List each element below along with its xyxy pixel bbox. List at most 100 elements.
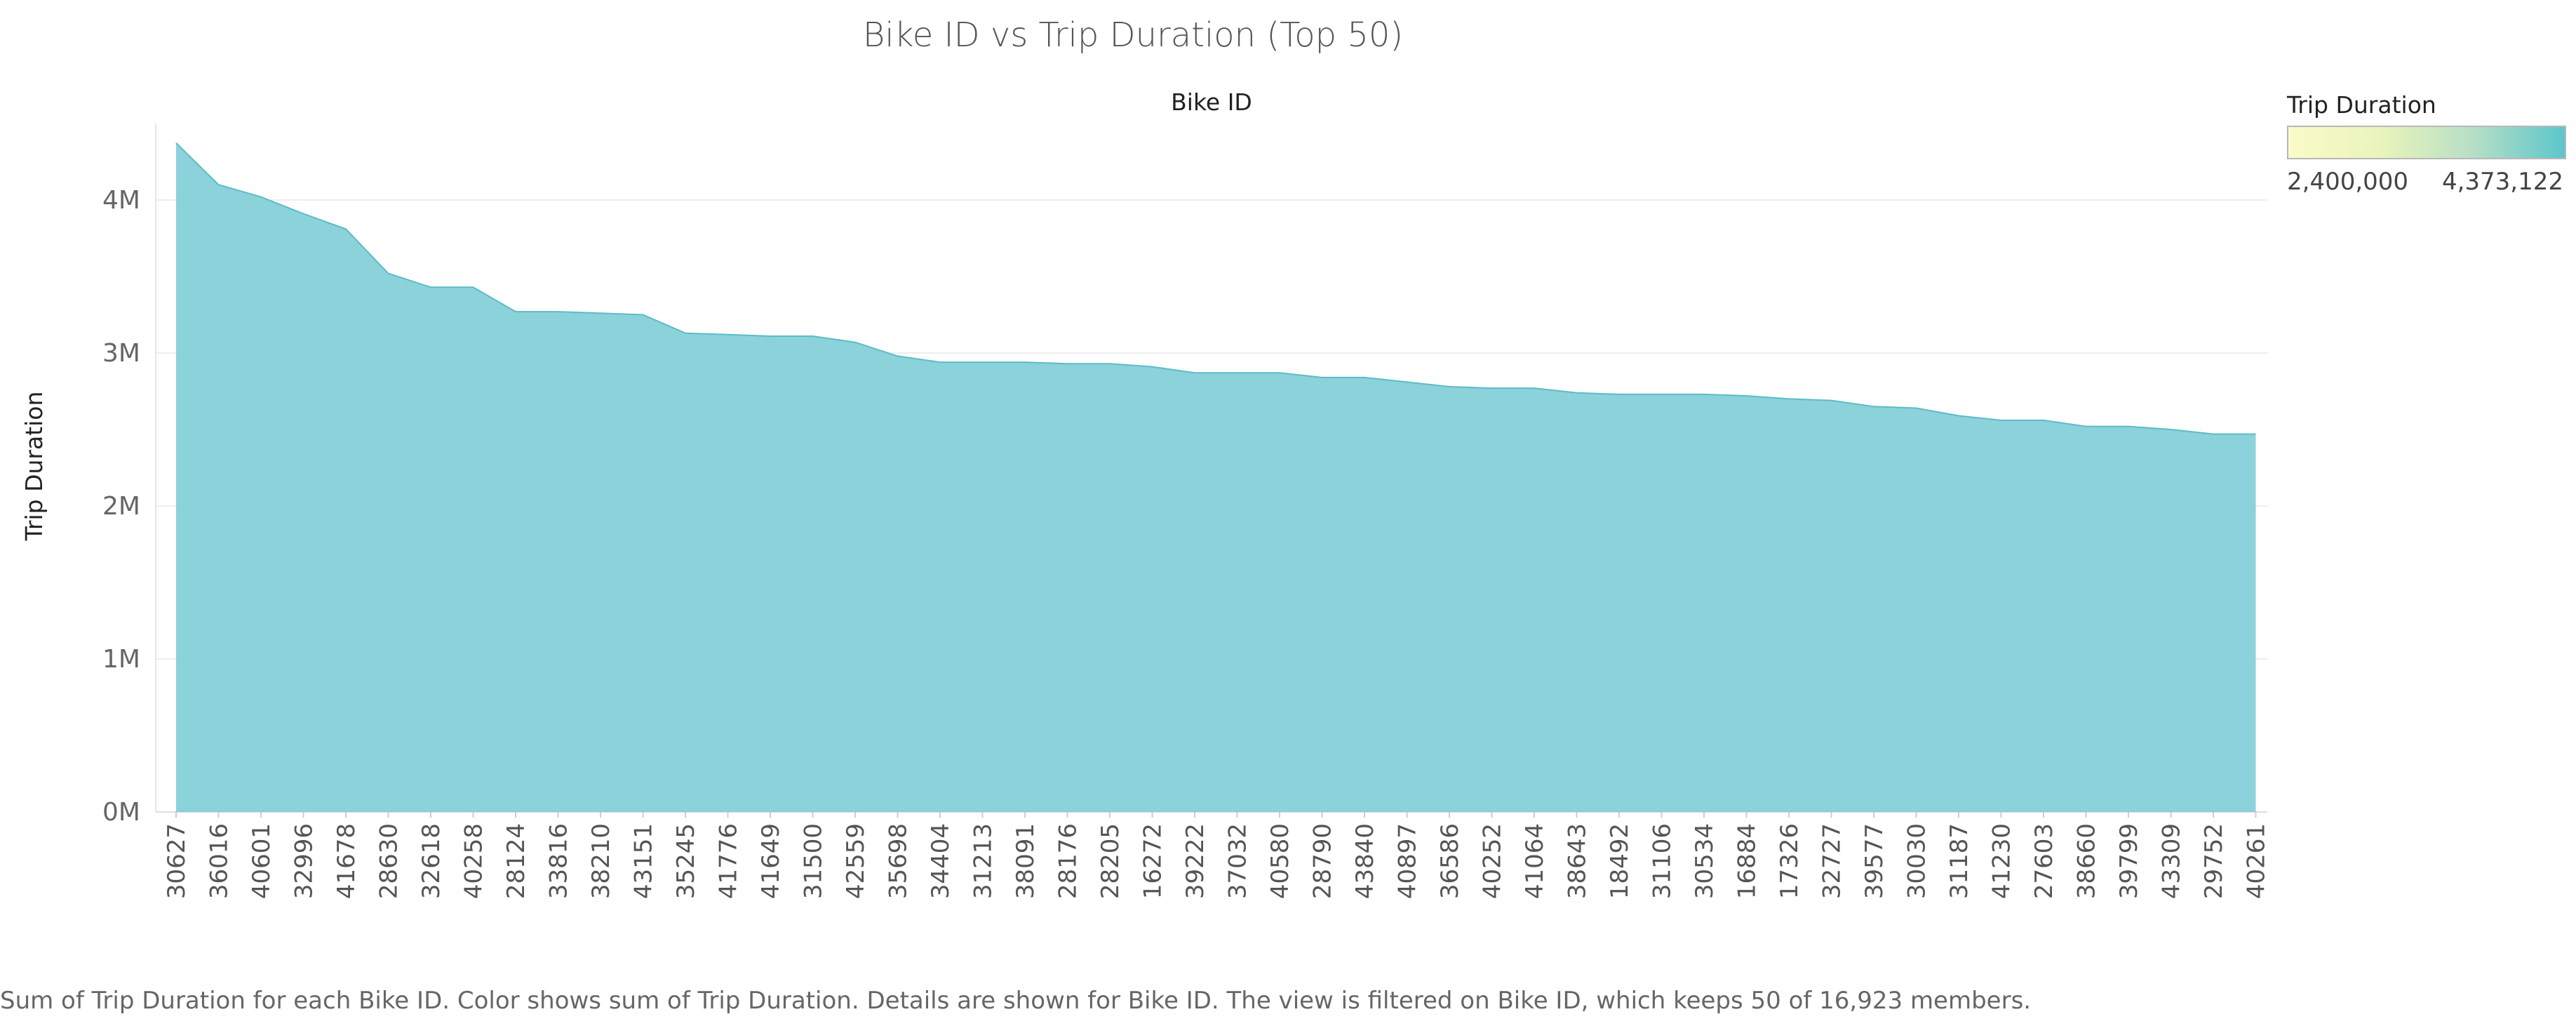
data-point[interactable] xyxy=(1405,380,1409,384)
data-point[interactable] xyxy=(1957,413,1961,418)
data-point[interactable] xyxy=(1745,394,1749,398)
data-point[interactable] xyxy=(1320,375,1324,380)
data-point[interactable] xyxy=(471,285,476,289)
y-tick-label: 0M xyxy=(102,798,140,827)
x-tick-label: 41776 xyxy=(715,823,743,899)
data-point[interactable] xyxy=(896,354,900,358)
data-point[interactable] xyxy=(1660,392,1664,397)
data-point[interactable] xyxy=(2041,418,2046,422)
data-point[interactable] xyxy=(1193,371,1197,375)
legend-gradient-bar[interactable] xyxy=(2287,126,2566,159)
data-point[interactable] xyxy=(1532,386,1536,390)
x-tick-label: 17326 xyxy=(1776,823,1804,899)
data-point[interactable] xyxy=(174,141,178,145)
x-tick-label: 36586 xyxy=(1436,823,1464,899)
y-tick-label: 3M xyxy=(102,339,140,368)
data-point[interactable] xyxy=(1023,360,1027,364)
x-tick-label: 41678 xyxy=(333,823,361,899)
top-axis-title: Bike ID xyxy=(1171,88,1252,116)
x-tick-label: 40897 xyxy=(1394,823,1422,899)
x-tick-labels: 30627 36016 40601 32996 41678 28630 32618 40258… xyxy=(163,812,2271,899)
x-tick-label: 39577 xyxy=(1860,823,1889,899)
data-point[interactable] xyxy=(514,309,518,314)
x-tick-label: 38091 xyxy=(1012,823,1040,899)
x-tick-label: 41649 xyxy=(757,823,785,899)
x-tick-label: 16884 xyxy=(1733,823,1762,899)
data-point[interactable] xyxy=(1447,385,1451,389)
x-tick-label: 33816 xyxy=(545,823,573,899)
data-point[interactable] xyxy=(429,285,433,289)
x-tick-label: 29752 xyxy=(2200,823,2228,899)
legend-title: Trip Duration xyxy=(2287,91,2436,119)
data-point[interactable] xyxy=(2211,432,2215,437)
x-tick-label: 40580 xyxy=(1266,823,1294,899)
x-tick-label: 37032 xyxy=(1224,823,1252,899)
data-point[interactable] xyxy=(1066,361,1070,366)
data-point[interactable] xyxy=(1151,365,1155,369)
x-tick-label: 40601 xyxy=(248,823,276,899)
data-point[interactable] xyxy=(387,272,391,276)
x-tick-label: 34404 xyxy=(927,823,955,899)
x-tick-label: 30627 xyxy=(163,823,191,899)
data-point[interactable] xyxy=(1999,418,2004,422)
x-tick-label: 16272 xyxy=(1139,823,1167,899)
x-tick-label: 32618 xyxy=(417,823,445,899)
data-point[interactable] xyxy=(1830,399,1834,403)
data-point[interactable] xyxy=(556,309,561,314)
area-chart: 0M 1M 2M 3M 4M 30627 36016 40601 32996 41678 2863… xyxy=(20,88,2271,899)
data-point[interactable] xyxy=(1617,392,1621,397)
data-point[interactable] xyxy=(1872,404,1876,408)
data-point[interactable] xyxy=(2169,427,2173,432)
data-point[interactable] xyxy=(1235,371,1240,375)
data-point[interactable] xyxy=(598,311,603,315)
x-tick-label: 18492 xyxy=(1606,823,1634,899)
data-point[interactable] xyxy=(768,334,772,338)
data-point[interactable] xyxy=(217,182,221,187)
data-point[interactable] xyxy=(259,195,263,199)
x-tick-label: 35245 xyxy=(672,823,700,899)
data-point[interactable] xyxy=(302,212,306,216)
data-point[interactable] xyxy=(1575,391,1579,395)
chart-title: Bike ID vs Trip Duration (Top 50) xyxy=(862,15,1404,55)
x-tick-label: 36016 xyxy=(206,823,234,899)
y-axis-title: Trip Duration xyxy=(20,392,48,542)
legend-labels: 2,400,000 4,373,122 xyxy=(2287,168,2563,196)
y-tick-label: 1M xyxy=(102,645,140,674)
x-tick-label: 27603 xyxy=(2030,823,2058,899)
data-point[interactable] xyxy=(344,227,348,231)
trip-duration-area[interactable] xyxy=(176,142,2256,812)
chart-caption: Sum of Trip Duration for each Bike ID. C… xyxy=(0,987,2032,1015)
x-tick-label: 30030 xyxy=(1903,823,1931,899)
data-point[interactable] xyxy=(2254,432,2258,437)
data-point[interactable] xyxy=(1914,406,1919,411)
data-point[interactable] xyxy=(1277,371,1282,375)
x-tick-label: 30534 xyxy=(1691,823,1719,899)
data-point[interactable] xyxy=(981,360,985,364)
y-tick-label: 4M xyxy=(102,186,140,215)
data-point[interactable] xyxy=(811,334,815,338)
data-point[interactable] xyxy=(2126,425,2131,429)
data-point[interactable] xyxy=(726,333,730,337)
color-legend: Trip Duration 2,400,000 4,373,122 xyxy=(2287,91,2568,196)
x-tick-label: 31106 xyxy=(1649,823,1677,899)
data-point[interactable] xyxy=(1702,392,1706,397)
data-point[interactable] xyxy=(683,331,687,335)
data-point[interactable] xyxy=(2084,425,2088,429)
x-tick-label: 28205 xyxy=(1096,823,1125,899)
x-tick-label: 31500 xyxy=(800,823,828,899)
data-point[interactable] xyxy=(1108,361,1112,366)
x-tick-label: 28630 xyxy=(375,823,403,899)
x-tick-label: 35698 xyxy=(885,823,913,899)
legend-max-label: 4,373,122 xyxy=(2441,168,2563,196)
data-point[interactable] xyxy=(938,360,942,364)
x-tick-label: 28790 xyxy=(1309,823,1337,899)
data-point[interactable] xyxy=(1362,375,1367,380)
x-tick-label: 40258 xyxy=(460,823,488,899)
x-tick-label: 39222 xyxy=(1181,823,1209,899)
x-tick-label: 38643 xyxy=(1564,823,1592,899)
data-point[interactable] xyxy=(1490,386,1494,390)
data-point[interactable] xyxy=(853,340,857,345)
data-point[interactable] xyxy=(641,313,645,317)
data-point[interactable] xyxy=(1787,397,1791,401)
x-tick-label: 40261 xyxy=(2243,823,2271,899)
